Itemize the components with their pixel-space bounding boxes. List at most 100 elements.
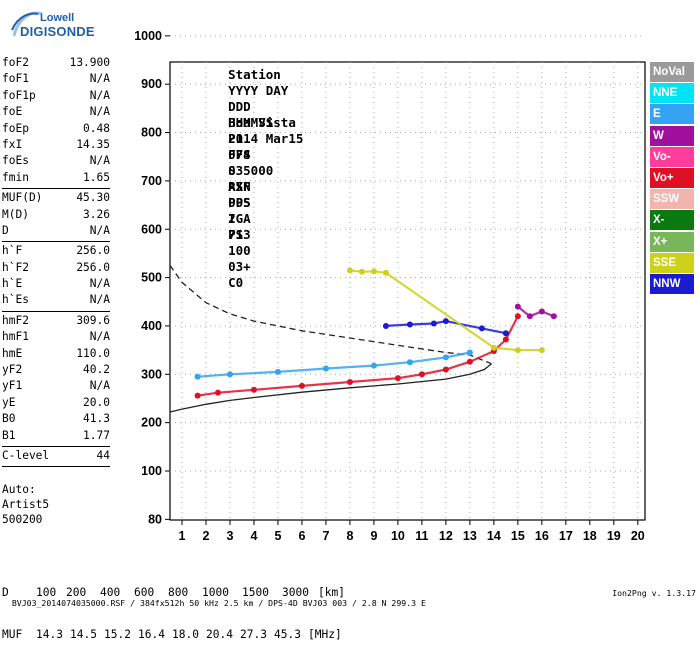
data-point bbox=[394, 375, 401, 382]
param-value: N/A bbox=[89, 277, 110, 291]
header-col-p1: P1 bbox=[228, 131, 244, 146]
x-tick-label: 14 bbox=[487, 529, 501, 543]
param-label: h`E bbox=[2, 277, 23, 291]
header-col-station: Station bbox=[228, 67, 281, 82]
y-tick-label: 1000 bbox=[134, 29, 162, 43]
muf-unit: [MHz] bbox=[308, 628, 342, 641]
data-point bbox=[490, 344, 497, 351]
param-label: foEp bbox=[2, 121, 29, 135]
header-col-yyyyday: YYYY DAY bbox=[228, 83, 289, 98]
param-value: 13.900 bbox=[69, 56, 110, 69]
logo-line2: DIGISONDE bbox=[20, 24, 95, 39]
y-tick-label: 900 bbox=[141, 77, 162, 91]
x-tick-label: 17 bbox=[559, 529, 573, 543]
header-val-iga: 03+ bbox=[228, 259, 251, 274]
logo-swoosh-icon bbox=[11, 11, 43, 37]
param-row: foF2 13.900 bbox=[2, 56, 110, 72]
data-point bbox=[382, 269, 389, 276]
param-divider bbox=[2, 310, 110, 312]
data-point bbox=[406, 321, 413, 328]
data-point bbox=[214, 389, 221, 396]
autoscaling-info: Auto: Artist5 500200 bbox=[2, 482, 49, 527]
param-value: 45.30 bbox=[76, 191, 110, 205]
param-value: 1.77 bbox=[83, 428, 110, 442]
x-tick-label: 6 bbox=[298, 529, 305, 543]
param-label: hmF1 bbox=[2, 330, 29, 344]
data-point bbox=[430, 320, 437, 327]
distance-value: 1000 bbox=[202, 586, 229, 599]
x-tick-label: 8 bbox=[346, 529, 353, 543]
header-val-s: 2 bbox=[228, 211, 236, 226]
lowell-digisonde-logo: Lowell DIGISONDE bbox=[6, 6, 126, 46]
header-values: Boa Vista 2014 Mar15 074 035000 RSF 005 … bbox=[198, 99, 314, 290]
muf-value: 14.5 bbox=[70, 628, 97, 641]
param-row: MUF(D) 45.30 bbox=[2, 191, 110, 207]
header-val-hhmmss: 035000 bbox=[228, 163, 274, 178]
data-point bbox=[346, 267, 353, 274]
param-label: h`F bbox=[2, 244, 23, 258]
param-row: yF1 N/A bbox=[2, 379, 110, 395]
data-point bbox=[358, 268, 365, 275]
data-point bbox=[382, 322, 389, 329]
param-row: hmF1 N/A bbox=[2, 330, 110, 346]
param-row: B1 1.77 bbox=[2, 429, 110, 445]
y-tick-label: 200 bbox=[141, 416, 162, 430]
param-divider bbox=[2, 188, 110, 190]
data-point bbox=[226, 371, 233, 378]
data-point bbox=[370, 268, 377, 275]
scaled-parameters-panel: foF2 13.900 foF1 N/A foF1p N/A foE N/A foEp 0… bbox=[2, 56, 110, 469]
x-tick-label: 18 bbox=[583, 529, 597, 543]
x-tick-label: 9 bbox=[370, 529, 377, 543]
x-tick-label: 16 bbox=[535, 529, 549, 543]
data-point bbox=[346, 379, 353, 386]
param-label: M(D) bbox=[2, 207, 29, 221]
series-line bbox=[197, 351, 471, 378]
header-val-date: 2014 Mar15 bbox=[228, 131, 304, 146]
auto-line2: Artist5 bbox=[2, 498, 50, 511]
param-label: hmF2 bbox=[2, 313, 29, 327]
param-label: foEs bbox=[2, 154, 29, 168]
param-label: D bbox=[2, 223, 9, 237]
legend-item-x-minus: X- bbox=[650, 210, 694, 231]
distance-unit: [km] bbox=[318, 586, 345, 599]
x-tick-label: 5 bbox=[274, 529, 281, 543]
param-value: 3.26 bbox=[83, 207, 110, 221]
param-label: foF1p bbox=[2, 88, 36, 102]
header-val-ps: C0 bbox=[228, 275, 244, 290]
header-val-ddd: 074 bbox=[228, 147, 251, 162]
data-point bbox=[502, 336, 509, 343]
param-label: yE bbox=[2, 395, 16, 409]
param-label: h`F2 bbox=[2, 260, 29, 274]
param-label: B0 bbox=[2, 412, 16, 426]
param-value: N/A bbox=[89, 88, 110, 102]
header-col-iga: IGA bbox=[228, 211, 251, 226]
profile-curve bbox=[169, 363, 492, 413]
y-tick-label: 400 bbox=[141, 319, 162, 333]
legend-item-sse: SSE bbox=[650, 252, 694, 273]
logo-line1: Lowell bbox=[40, 12, 75, 24]
ionogram-chart: 1 2 3 4 5 6 7 8 9 10 11 12 13 14 15 16 17 18 19 20801002003… bbox=[134, 29, 646, 543]
param-value: 256.0 bbox=[76, 244, 110, 258]
header-col-s: S bbox=[228, 163, 236, 178]
param-value: 0.48 bbox=[83, 121, 110, 135]
param-label: hmE bbox=[2, 346, 23, 360]
param-value: N/A bbox=[89, 379, 110, 393]
legend-item-x-plus: X+ bbox=[650, 231, 694, 252]
param-row: hmF2 309.6 bbox=[2, 314, 110, 330]
muf-value: 20.4 bbox=[206, 628, 233, 641]
data-point bbox=[406, 359, 413, 366]
param-value: N/A bbox=[89, 330, 110, 344]
param-row: yF2 40.2 bbox=[2, 363, 110, 379]
legend-item-ssw: SSW bbox=[650, 189, 694, 210]
header-col-pps: PPS bbox=[228, 195, 251, 210]
param-label: foF1 bbox=[2, 72, 29, 86]
muf-value: 18.0 bbox=[172, 628, 199, 641]
param-row: h`F2 256.0 bbox=[2, 261, 110, 277]
param-row: foEp 0.48 bbox=[2, 122, 110, 138]
muf-value: 27.3 bbox=[240, 628, 267, 641]
param-divider bbox=[2, 466, 110, 468]
header-val-axn: 713 bbox=[228, 227, 251, 242]
param-value: 44 bbox=[96, 448, 110, 462]
data-point bbox=[466, 349, 473, 356]
param-label: B1 bbox=[2, 428, 16, 442]
